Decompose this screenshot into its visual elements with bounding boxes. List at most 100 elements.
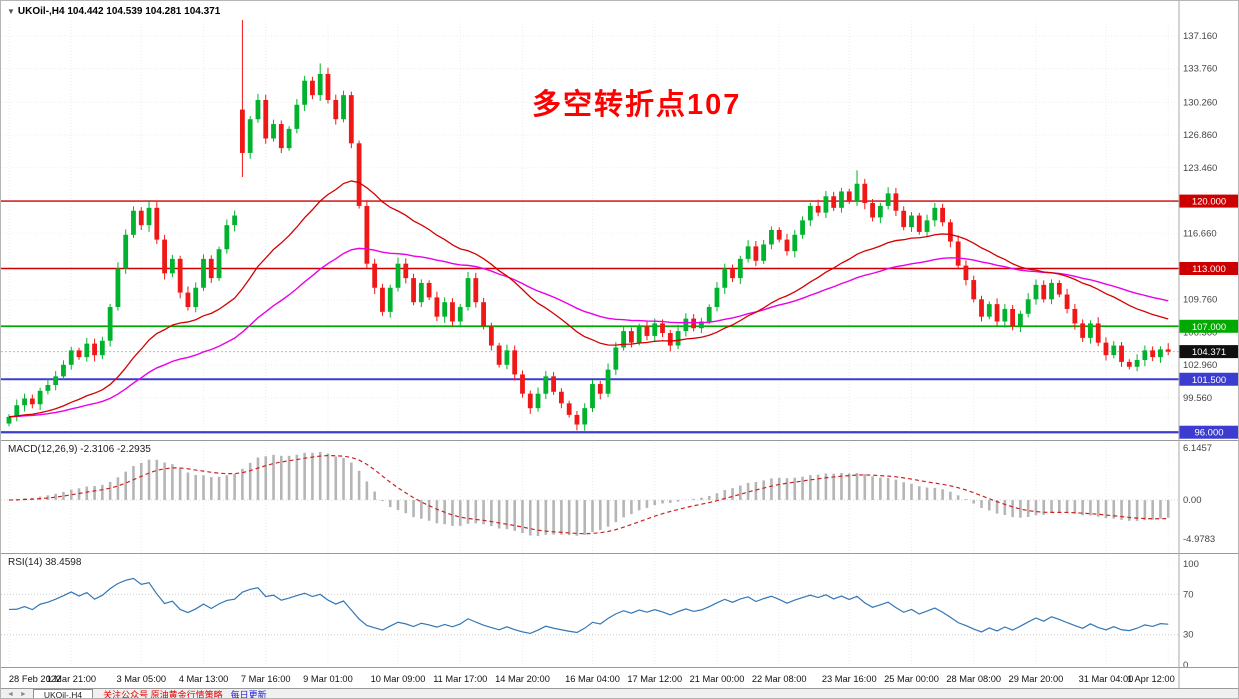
candle-body xyxy=(512,350,518,375)
candle-body xyxy=(53,376,59,386)
candle-body xyxy=(457,307,463,322)
rsi-axis-label: 30 xyxy=(1183,630,1194,641)
candle-body xyxy=(667,333,673,346)
candle-body xyxy=(644,326,650,336)
macd-histogram xyxy=(15,451,1170,536)
chart-tab-ukoil[interactable]: UKOil-,H4 xyxy=(32,689,94,698)
time-label: 29 Mar 20:00 xyxy=(1009,674,1064,684)
macd-axis-label: 0.00 xyxy=(1183,495,1202,506)
candle-body xyxy=(162,239,167,274)
candle-body xyxy=(940,207,945,223)
candle-body xyxy=(1165,349,1171,352)
candle-body xyxy=(714,287,720,308)
candle-body xyxy=(364,205,370,264)
candle-body xyxy=(380,287,385,312)
candle-body xyxy=(675,331,681,346)
candle-body xyxy=(1158,349,1163,358)
price-tick: 133.760 xyxy=(1183,64,1217,75)
candle-body xyxy=(278,124,284,149)
candle-body xyxy=(76,350,82,358)
candle-body xyxy=(450,302,455,322)
candle-body xyxy=(333,99,339,120)
candle-body xyxy=(37,390,43,405)
candle-body xyxy=(613,347,619,370)
candle-body xyxy=(271,124,276,139)
price-badge-label: 101.500 xyxy=(1192,375,1226,386)
candle-body xyxy=(504,350,510,365)
candle-body xyxy=(115,268,121,308)
rsi-line xyxy=(8,577,1169,635)
candle-body xyxy=(348,95,354,144)
price-badge-label: 120.000 xyxy=(1192,197,1226,208)
time-label: 28 Mar 08:00 xyxy=(946,674,1001,684)
price-tick: 116.660 xyxy=(1183,228,1217,239)
candle-body xyxy=(831,196,837,208)
time-label: 17 Mar 12:00 xyxy=(627,674,682,684)
candle-body xyxy=(916,215,922,232)
candle-body xyxy=(792,234,798,252)
candle-body xyxy=(1111,345,1117,356)
candle-body xyxy=(1010,308,1016,327)
annotation-text[interactable]: 多空转折点107 xyxy=(532,89,742,121)
candle-body xyxy=(372,263,378,288)
time-label: 7 Mar 16:00 xyxy=(241,674,291,684)
candle-body xyxy=(294,104,300,129)
candle-body xyxy=(185,292,191,308)
time-label: 4 Mar 13:00 xyxy=(179,674,229,684)
macd-axis[interactable]: 6.1457 0.00 -4.9783 xyxy=(1183,443,1215,545)
time-label: 31 Mar 04:00 xyxy=(1079,674,1134,684)
rsi-axis[interactable]: 100 70 30 0 xyxy=(1183,559,1199,671)
candle-body xyxy=(317,73,323,96)
candle-body xyxy=(558,391,564,404)
candle-body xyxy=(146,207,152,226)
candle-body xyxy=(877,205,883,218)
chart-tab-bar: ◄ ► UKOil-,H4 关注公众号 原油黄金行情策略 每日更新 xyxy=(1,689,1238,699)
candle-body xyxy=(1002,308,1008,322)
promo-text-blue: 每日更新 xyxy=(230,690,267,699)
candle-body xyxy=(776,229,782,240)
candle-body xyxy=(543,376,549,394)
tab-scroll-icons[interactable]: ◄ ► xyxy=(7,691,29,698)
candle-body xyxy=(232,215,238,226)
price-axis[interactable]: 137.160 133.760 130.260 126.860 123.460 116.6… xyxy=(1179,31,1239,439)
price-badge-label: 104.371 xyxy=(1192,347,1226,358)
time-label: 3 Mar 05:00 xyxy=(116,674,166,684)
price-tick: 130.260 xyxy=(1183,97,1217,108)
candle-body xyxy=(302,80,308,105)
candle-body xyxy=(815,205,821,213)
candle-body xyxy=(356,143,362,206)
candle-body xyxy=(652,323,658,336)
price-level-lines[interactable] xyxy=(1,200,1179,434)
candle-body xyxy=(45,385,51,391)
candle-body xyxy=(706,307,712,322)
candle-body xyxy=(286,128,292,149)
candle-body xyxy=(99,340,105,356)
candle-body xyxy=(1056,282,1062,295)
candle-body xyxy=(403,263,409,279)
time-label: 28 Feb 2022 xyxy=(9,674,61,684)
candle-body xyxy=(1018,313,1023,327)
candle-body xyxy=(1088,323,1093,338)
price-badge xyxy=(1179,194,1238,208)
candle-body xyxy=(1103,342,1109,356)
time-label: 9 Mar 01:00 xyxy=(303,674,353,684)
candle-body xyxy=(131,210,136,235)
time-label: 10 Mar 09:00 xyxy=(371,674,426,684)
price-tick: 106.360 xyxy=(1183,327,1217,338)
candle-body xyxy=(496,345,502,365)
candle-body xyxy=(769,229,774,245)
candle-body xyxy=(629,331,634,343)
candle-body xyxy=(465,278,471,308)
candle-body xyxy=(488,326,494,346)
candle-body xyxy=(1033,284,1039,300)
candle-body xyxy=(201,258,206,288)
candle-body xyxy=(605,369,611,394)
price-badge xyxy=(1179,345,1238,359)
price-badge xyxy=(1179,262,1238,276)
candle-body xyxy=(1049,282,1054,300)
candle-body xyxy=(807,205,813,221)
candle-body xyxy=(1072,308,1078,324)
